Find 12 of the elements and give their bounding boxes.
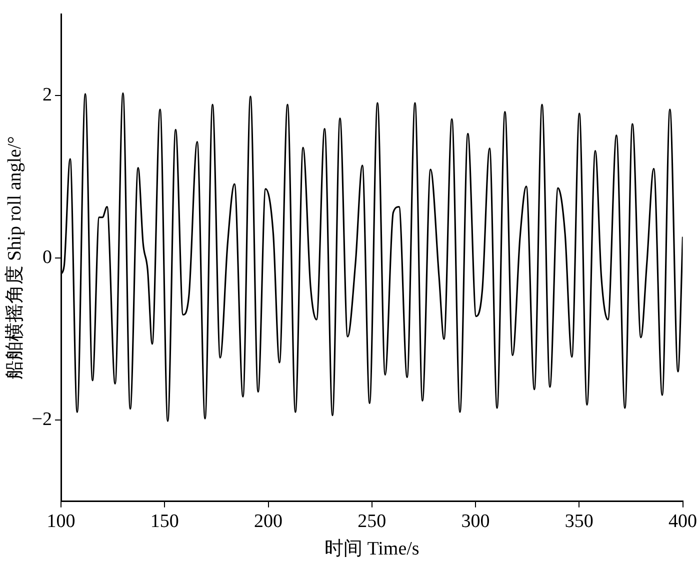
x-tick-label: 200 [254, 510, 283, 532]
x-tick-label: 250 [358, 510, 386, 532]
y-tick-label: 2 [42, 84, 52, 106]
y-tick-label: 0 [42, 246, 52, 268]
x-tick-label: 300 [461, 510, 490, 532]
x-tick-label: 150 [150, 510, 179, 532]
x-axis-title: 时间 Time/s [324, 538, 420, 560]
y-axis-title: 船舶横摇角度 Ship roll angle/° [3, 136, 26, 380]
x-tick-label: 350 [564, 510, 594, 532]
x-tick-label: 100 [46, 510, 76, 532]
x-tick-label: 400 [668, 510, 697, 532]
y-tick-label: −2 [32, 409, 52, 430]
